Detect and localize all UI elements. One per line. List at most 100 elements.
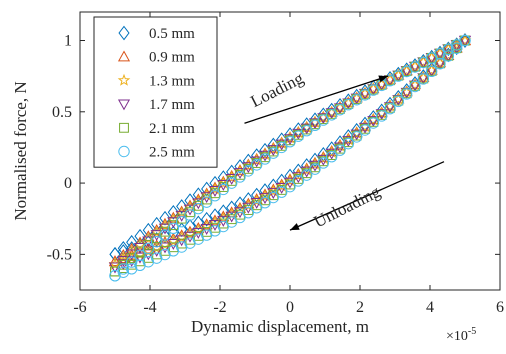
x-tick-label: 2 [356, 299, 364, 316]
data-point-loading [350, 94, 363, 106]
data-point-unloading [175, 235, 188, 247]
data-point-unloading [343, 137, 354, 148]
data-point-unloading [117, 244, 129, 259]
data-point-unloading [383, 99, 397, 111]
legend-marker [117, 73, 131, 86]
data-point-unloading [417, 71, 430, 82]
annotation-label-decreasing: Unloading [311, 182, 384, 232]
legend-label: 1.3 mm [149, 73, 195, 89]
data-point-unloading [417, 73, 430, 85]
x-axis-exponent: ×10-5 [446, 326, 476, 344]
data-point-unloading [408, 78, 422, 90]
annotation-label-increasing: Loading [247, 68, 307, 111]
data-point-loading [175, 210, 188, 222]
legend-label: 2.1 mm [149, 121, 195, 137]
legend-box [93, 16, 218, 168]
data-point-loading [342, 99, 355, 111]
data-point-loading [200, 196, 213, 208]
data-point-unloading [201, 211, 213, 227]
data-point-unloading [359, 124, 371, 136]
data-point-unloading [292, 175, 305, 187]
data-point-unloading [142, 249, 155, 261]
x-tick-label: 6 [496, 299, 504, 316]
data-point-loading [184, 209, 196, 221]
data-point-unloading [367, 117, 380, 129]
y-tick-label: 0 [64, 175, 72, 192]
data-point-unloading [434, 57, 446, 70]
data-point-loading [242, 162, 255, 174]
data-point-unloading [160, 245, 170, 256]
data-point-unloading [384, 102, 396, 115]
data-point-unloading [167, 239, 180, 250]
y-tick-label: -0.5 [47, 246, 72, 263]
data-point-loading [159, 210, 171, 226]
data-point-unloading [326, 150, 337, 160]
data-point-loading [117, 263, 130, 275]
x-tick-label: -6 [73, 299, 86, 316]
legend-marker [118, 145, 130, 158]
data-point-unloading [392, 95, 405, 108]
x-tick-label: 0 [286, 299, 294, 316]
annotation-arrowhead-decreasing [290, 223, 300, 231]
y-tick-label: 1 [64, 33, 72, 50]
data-point-loading [275, 139, 288, 151]
x-tick-label: -2 [213, 299, 226, 316]
data-point-unloading [325, 150, 338, 163]
data-point-loading [209, 190, 221, 202]
data-point-unloading [375, 110, 388, 122]
data-point-loading [417, 55, 430, 67]
data-point-unloading [110, 266, 120, 277]
data-point-loading [192, 202, 205, 215]
data-point-unloading [392, 95, 405, 106]
data-point-unloading [442, 50, 455, 62]
data-point-unloading [335, 143, 345, 154]
data-point-loading [358, 86, 372, 98]
data-point-unloading [300, 166, 313, 178]
data-point-unloading [433, 56, 447, 68]
data-point-loading [392, 68, 405, 80]
data-point-loading [308, 118, 322, 130]
data-point-loading [283, 134, 297, 146]
data-point-unloading [351, 130, 362, 141]
data-point-unloading [133, 252, 147, 264]
data-point-loading [425, 51, 438, 63]
data-point-loading [217, 183, 230, 196]
x-exponent-power: -5 [468, 326, 476, 337]
data-point-loading [167, 222, 180, 235]
data-point-unloading [183, 231, 197, 243]
data-point-loading [359, 89, 371, 101]
data-point-unloading [350, 131, 363, 143]
data-point-unloading [442, 49, 455, 60]
data-point-loading [267, 145, 280, 157]
data-point-unloading [275, 186, 288, 198]
data-point-loading [259, 153, 271, 165]
data-point-unloading [309, 163, 321, 175]
data-point-unloading [109, 247, 121, 262]
data-point-unloading [135, 256, 145, 267]
data-point-loading [125, 256, 138, 268]
data-point-unloading [460, 35, 470, 46]
data-point-loading [233, 168, 247, 179]
data-point-loading [133, 243, 147, 254]
data-point-unloading [108, 262, 122, 274]
data-point-unloading [267, 191, 280, 204]
y-tick-label: 0.5 [52, 104, 72, 121]
x-exponent-base: ×10 [446, 329, 468, 344]
data-point-unloading [392, 92, 405, 104]
x-axis-label: Dynamic displacement, m [191, 317, 369, 336]
data-point-unloading [383, 102, 397, 114]
data-point-loading [125, 249, 138, 261]
data-point-unloading [443, 50, 454, 61]
data-point-loading [325, 109, 338, 121]
axes-layer: -6 -4 -2 0 2 4 6 -0.5 0 0.5 1 [47, 12, 504, 316]
data-point-unloading [117, 266, 130, 278]
data-point-unloading [333, 142, 347, 154]
data-point-loading [225, 177, 238, 189]
legend-marker [117, 99, 131, 111]
data-point-loading [258, 150, 272, 162]
y-axis-label: Normalised force, N [11, 81, 30, 220]
legend: 0.5 mm 0.9 mm 1.3 mm 1.7 mm 2.1 mm 2.5 mm [93, 16, 218, 168]
data-point-unloading [109, 270, 121, 282]
data-point-loading [250, 159, 263, 171]
data-point-loading [176, 199, 188, 214]
